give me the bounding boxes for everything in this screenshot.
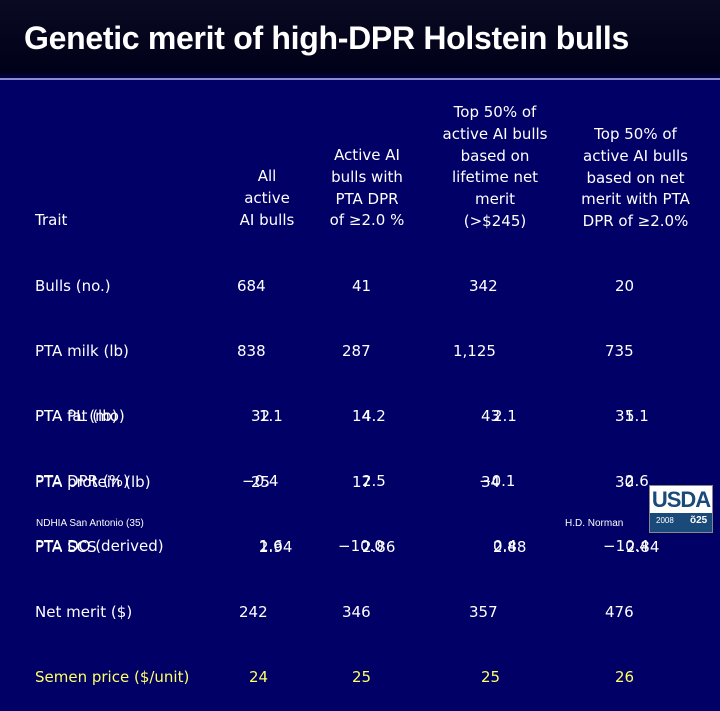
footer-author: H.D. Norman — [565, 518, 624, 529]
header-line: Active AI — [334, 146, 400, 164]
footer-source: NDHIA San Antonio (35) — [36, 518, 144, 529]
header-line: based on net — [586, 168, 685, 187]
header-line: (>$245) — [463, 211, 527, 230]
cell-value: 25 — [251, 472, 271, 491]
header-line: active AI bulls — [442, 124, 548, 143]
cell-value: 357 — [469, 602, 498, 621]
header-line: active AI bulls — [583, 146, 688, 165]
cell-value: −0.4 — [242, 471, 279, 490]
cell-value: 32 — [251, 407, 271, 426]
cell-value: 1,125 — [453, 341, 496, 360]
header-top50-net-merit: Top 50% of active AI bulls based on life… — [425, 102, 565, 233]
cell-value: 342 — [469, 276, 498, 295]
cell-value: 4.2 — [362, 406, 386, 425]
title-divider-highlight — [0, 78, 720, 80]
usda-logo-text: USDA — [651, 487, 711, 512]
group2-trait-column: PTA PL (mo) PTA DPR (%) PTA DO (derived)… — [35, 362, 189, 711]
cell-value: 17 — [352, 472, 372, 491]
header-line: bulls with — [331, 167, 403, 186]
cell-value: 476 — [605, 602, 634, 621]
trait-label-semen-price: Semen price ($/unit) — [35, 668, 190, 687]
trait-header: Trait — [35, 211, 68, 229]
cell-value: 735 — [605, 341, 634, 360]
group2-col2-values: 4.2 2.5 −10.0 346 25 — [338, 362, 386, 711]
cell-value: 5.1 — [625, 406, 649, 425]
header-line: active — [244, 188, 290, 207]
cell-value: 34 — [481, 472, 501, 491]
slide-title: Genetic merit of high-DPR Holstein bulls — [24, 20, 629, 56]
cell-value: 242 — [239, 602, 268, 621]
cell-value: 2.1 — [493, 406, 517, 425]
trait-label: PTA PL (mo) — [35, 406, 125, 425]
cell-value-semen-price: 26 — [615, 668, 635, 687]
group2-col4-values: 5.1 2.6 −10.4 476 26 — [603, 362, 649, 711]
header-line: based on — [460, 146, 530, 165]
cell-value: 287 — [342, 341, 371, 360]
header-line: DPR of ≥2.0% — [582, 212, 689, 231]
cell-value-semen-price: 25 — [352, 668, 372, 687]
cell-value: 30 — [615, 472, 635, 491]
cell-value: 43 — [481, 407, 501, 426]
cell-value: 14 — [352, 407, 372, 426]
trait-label: Net merit ($) — [35, 602, 133, 621]
logo-badge: õ25 — [690, 515, 708, 526]
header-top50-nm-dpr: Top 50% of active AI bulls based on net … — [563, 124, 708, 233]
header-active-ai-dpr: Active AI bulls with PTA DPR of ≥2.0 % — [312, 145, 422, 232]
header-line: of ≥2.0 % — [329, 211, 405, 230]
cell-value: −0.1 — [479, 471, 516, 490]
header-line: PTA DPR — [335, 189, 399, 208]
group2-col1-values: 1.1 −0.4 1.6 242 24 — [237, 362, 283, 711]
cell-value-semen-price: 25 — [481, 668, 501, 687]
header-line: Top 50% of — [594, 125, 677, 143]
cell-value: 2.5 — [362, 471, 386, 490]
header-line: lifetime net — [451, 168, 539, 187]
header-line: merit — [474, 190, 516, 209]
header-line: AI bulls — [239, 210, 295, 229]
cell-value: 41 — [352, 276, 372, 295]
trait-label: PTA milk (lb) — [35, 341, 129, 360]
trait-label: PTA fat (lb) — [35, 407, 118, 426]
header-all-ai-bulls: All active AI bulls — [228, 166, 306, 231]
header-line: Top 50% of — [453, 103, 537, 121]
cell-value-semen-price: 24 — [249, 668, 269, 687]
group2-col3-values: 2.1 −0.1 0.4 357 25 — [465, 362, 517, 711]
cell-value: 838 — [237, 341, 266, 360]
title-divider — [0, 74, 720, 78]
trait-label: Bulls (no.) — [35, 276, 111, 295]
cell-value: 684 — [237, 276, 266, 295]
cell-value: 346 — [342, 602, 371, 621]
title-bar — [0, 0, 720, 74]
cell-value: 20 — [615, 276, 635, 295]
cell-value: 2.6 — [625, 471, 649, 490]
header-line: merit with PTA — [581, 190, 690, 209]
trait-label: PTA DPR (%) — [35, 471, 129, 490]
usda-logo: USDA 2008 õ25 — [649, 485, 713, 533]
cell-value: 1.1 — [259, 406, 283, 425]
header-line: All — [257, 167, 277, 185]
logo-year: 2008 — [656, 516, 674, 525]
cell-value: 31 — [615, 407, 635, 426]
usda-logo-band — [650, 513, 712, 532]
trait-label: PTA protein (lb) — [35, 472, 151, 491]
